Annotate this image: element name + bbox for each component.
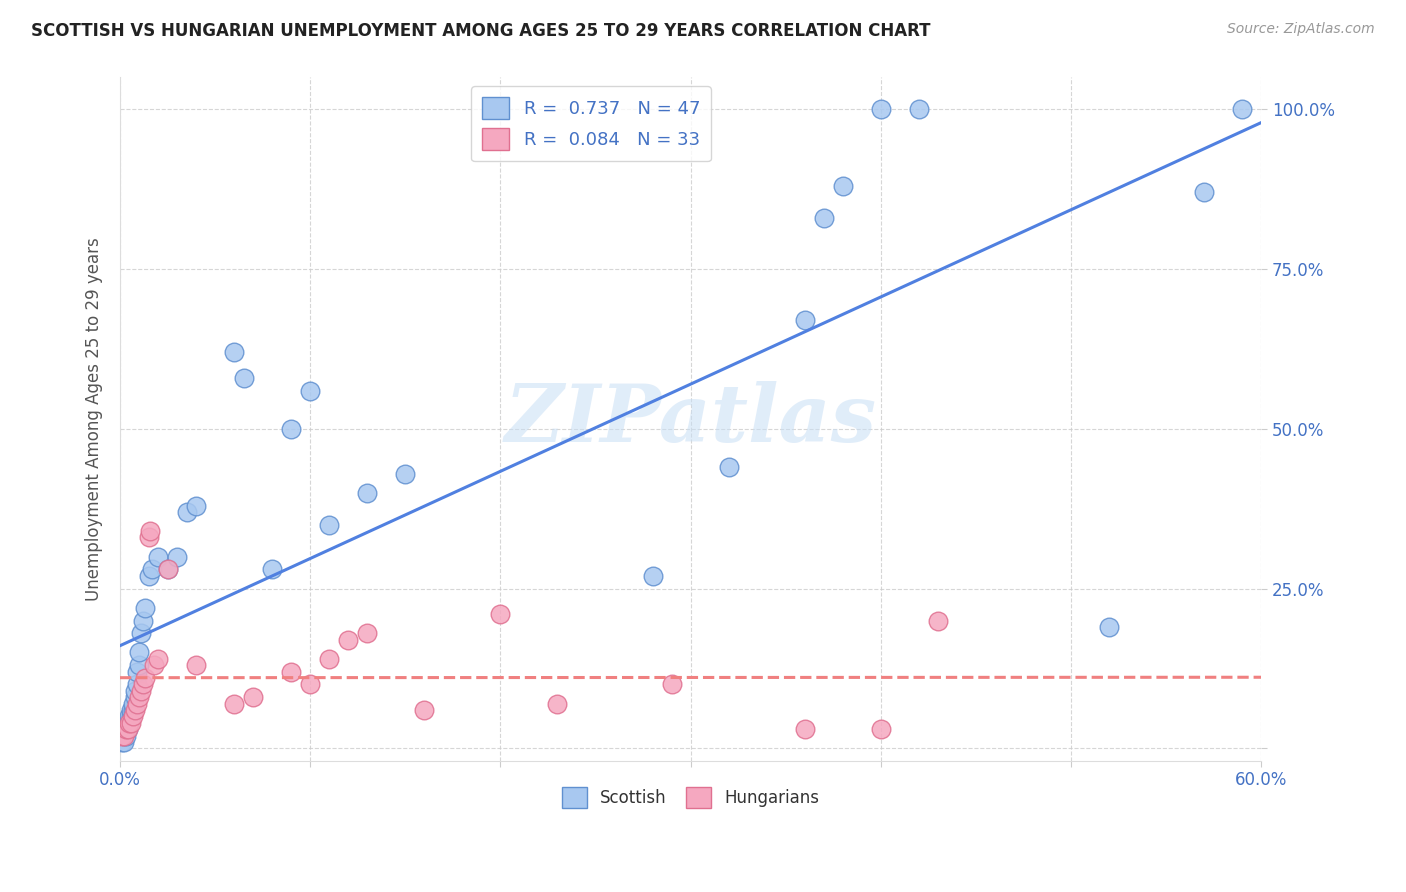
Point	[128, 690, 150, 705]
Point	[318, 652, 340, 666]
Point	[224, 697, 246, 711]
Text: Source: ZipAtlas.com: Source: ZipAtlas.com	[1227, 22, 1375, 37]
Point	[122, 709, 145, 723]
Point	[166, 549, 188, 564]
Y-axis label: Unemployment Among Ages 25 to 29 years: Unemployment Among Ages 25 to 29 years	[86, 237, 103, 601]
Point	[299, 677, 322, 691]
Point	[132, 677, 155, 691]
Point	[112, 729, 135, 743]
Point	[870, 103, 893, 117]
Point	[356, 626, 378, 640]
Point	[114, 722, 136, 736]
Point	[793, 722, 815, 736]
Point	[118, 715, 141, 730]
Point	[641, 569, 664, 583]
Point	[139, 524, 162, 538]
Point	[146, 549, 169, 564]
Point	[132, 614, 155, 628]
Point	[114, 729, 136, 743]
Point	[114, 722, 136, 736]
Point	[318, 517, 340, 532]
Point	[1098, 620, 1121, 634]
Point	[117, 722, 139, 736]
Point	[138, 569, 160, 583]
Point	[127, 677, 149, 691]
Text: SCOTTISH VS HUNGARIAN UNEMPLOYMENT AMONG AGES 25 TO 29 YEARS CORRELATION CHART: SCOTTISH VS HUNGARIAN UNEMPLOYMENT AMONG…	[31, 22, 931, 40]
Legend: Scottish, Hungarians: Scottish, Hungarians	[555, 780, 827, 814]
Point	[661, 677, 683, 691]
Point	[117, 715, 139, 730]
Point	[120, 703, 142, 717]
Point	[118, 715, 141, 730]
Point	[232, 370, 254, 384]
Point	[143, 658, 166, 673]
Point	[128, 658, 150, 673]
Point	[299, 384, 322, 398]
Point	[1232, 103, 1254, 117]
Point	[122, 697, 145, 711]
Point	[117, 722, 139, 736]
Point	[134, 671, 156, 685]
Point	[118, 709, 141, 723]
Point	[129, 626, 152, 640]
Point	[122, 703, 145, 717]
Point	[224, 345, 246, 359]
Point	[120, 715, 142, 730]
Point	[184, 499, 207, 513]
Point	[146, 652, 169, 666]
Point	[112, 735, 135, 749]
Point	[111, 729, 134, 743]
Point	[717, 460, 740, 475]
Point	[138, 531, 160, 545]
Point	[831, 179, 853, 194]
Point	[280, 665, 302, 679]
Point	[127, 665, 149, 679]
Point	[242, 690, 264, 705]
Point	[111, 735, 134, 749]
Point	[1194, 186, 1216, 200]
Point	[489, 607, 512, 621]
Point	[413, 703, 436, 717]
Point	[124, 683, 146, 698]
Point	[156, 562, 179, 576]
Point	[356, 485, 378, 500]
Point	[870, 722, 893, 736]
Point	[337, 632, 360, 647]
Point	[176, 505, 198, 519]
Point	[547, 697, 569, 711]
Point	[793, 313, 815, 327]
Point	[908, 103, 931, 117]
Point	[127, 697, 149, 711]
Point	[134, 600, 156, 615]
Point	[129, 683, 152, 698]
Point	[156, 562, 179, 576]
Point	[141, 562, 163, 576]
Point	[184, 658, 207, 673]
Text: ZIPatlas: ZIPatlas	[505, 381, 877, 458]
Point	[124, 703, 146, 717]
Point	[394, 467, 416, 481]
Point	[120, 709, 142, 723]
Point	[262, 562, 284, 576]
Point	[112, 729, 135, 743]
Point	[124, 690, 146, 705]
Point	[927, 614, 949, 628]
Point	[128, 645, 150, 659]
Point	[280, 422, 302, 436]
Point	[813, 211, 835, 225]
